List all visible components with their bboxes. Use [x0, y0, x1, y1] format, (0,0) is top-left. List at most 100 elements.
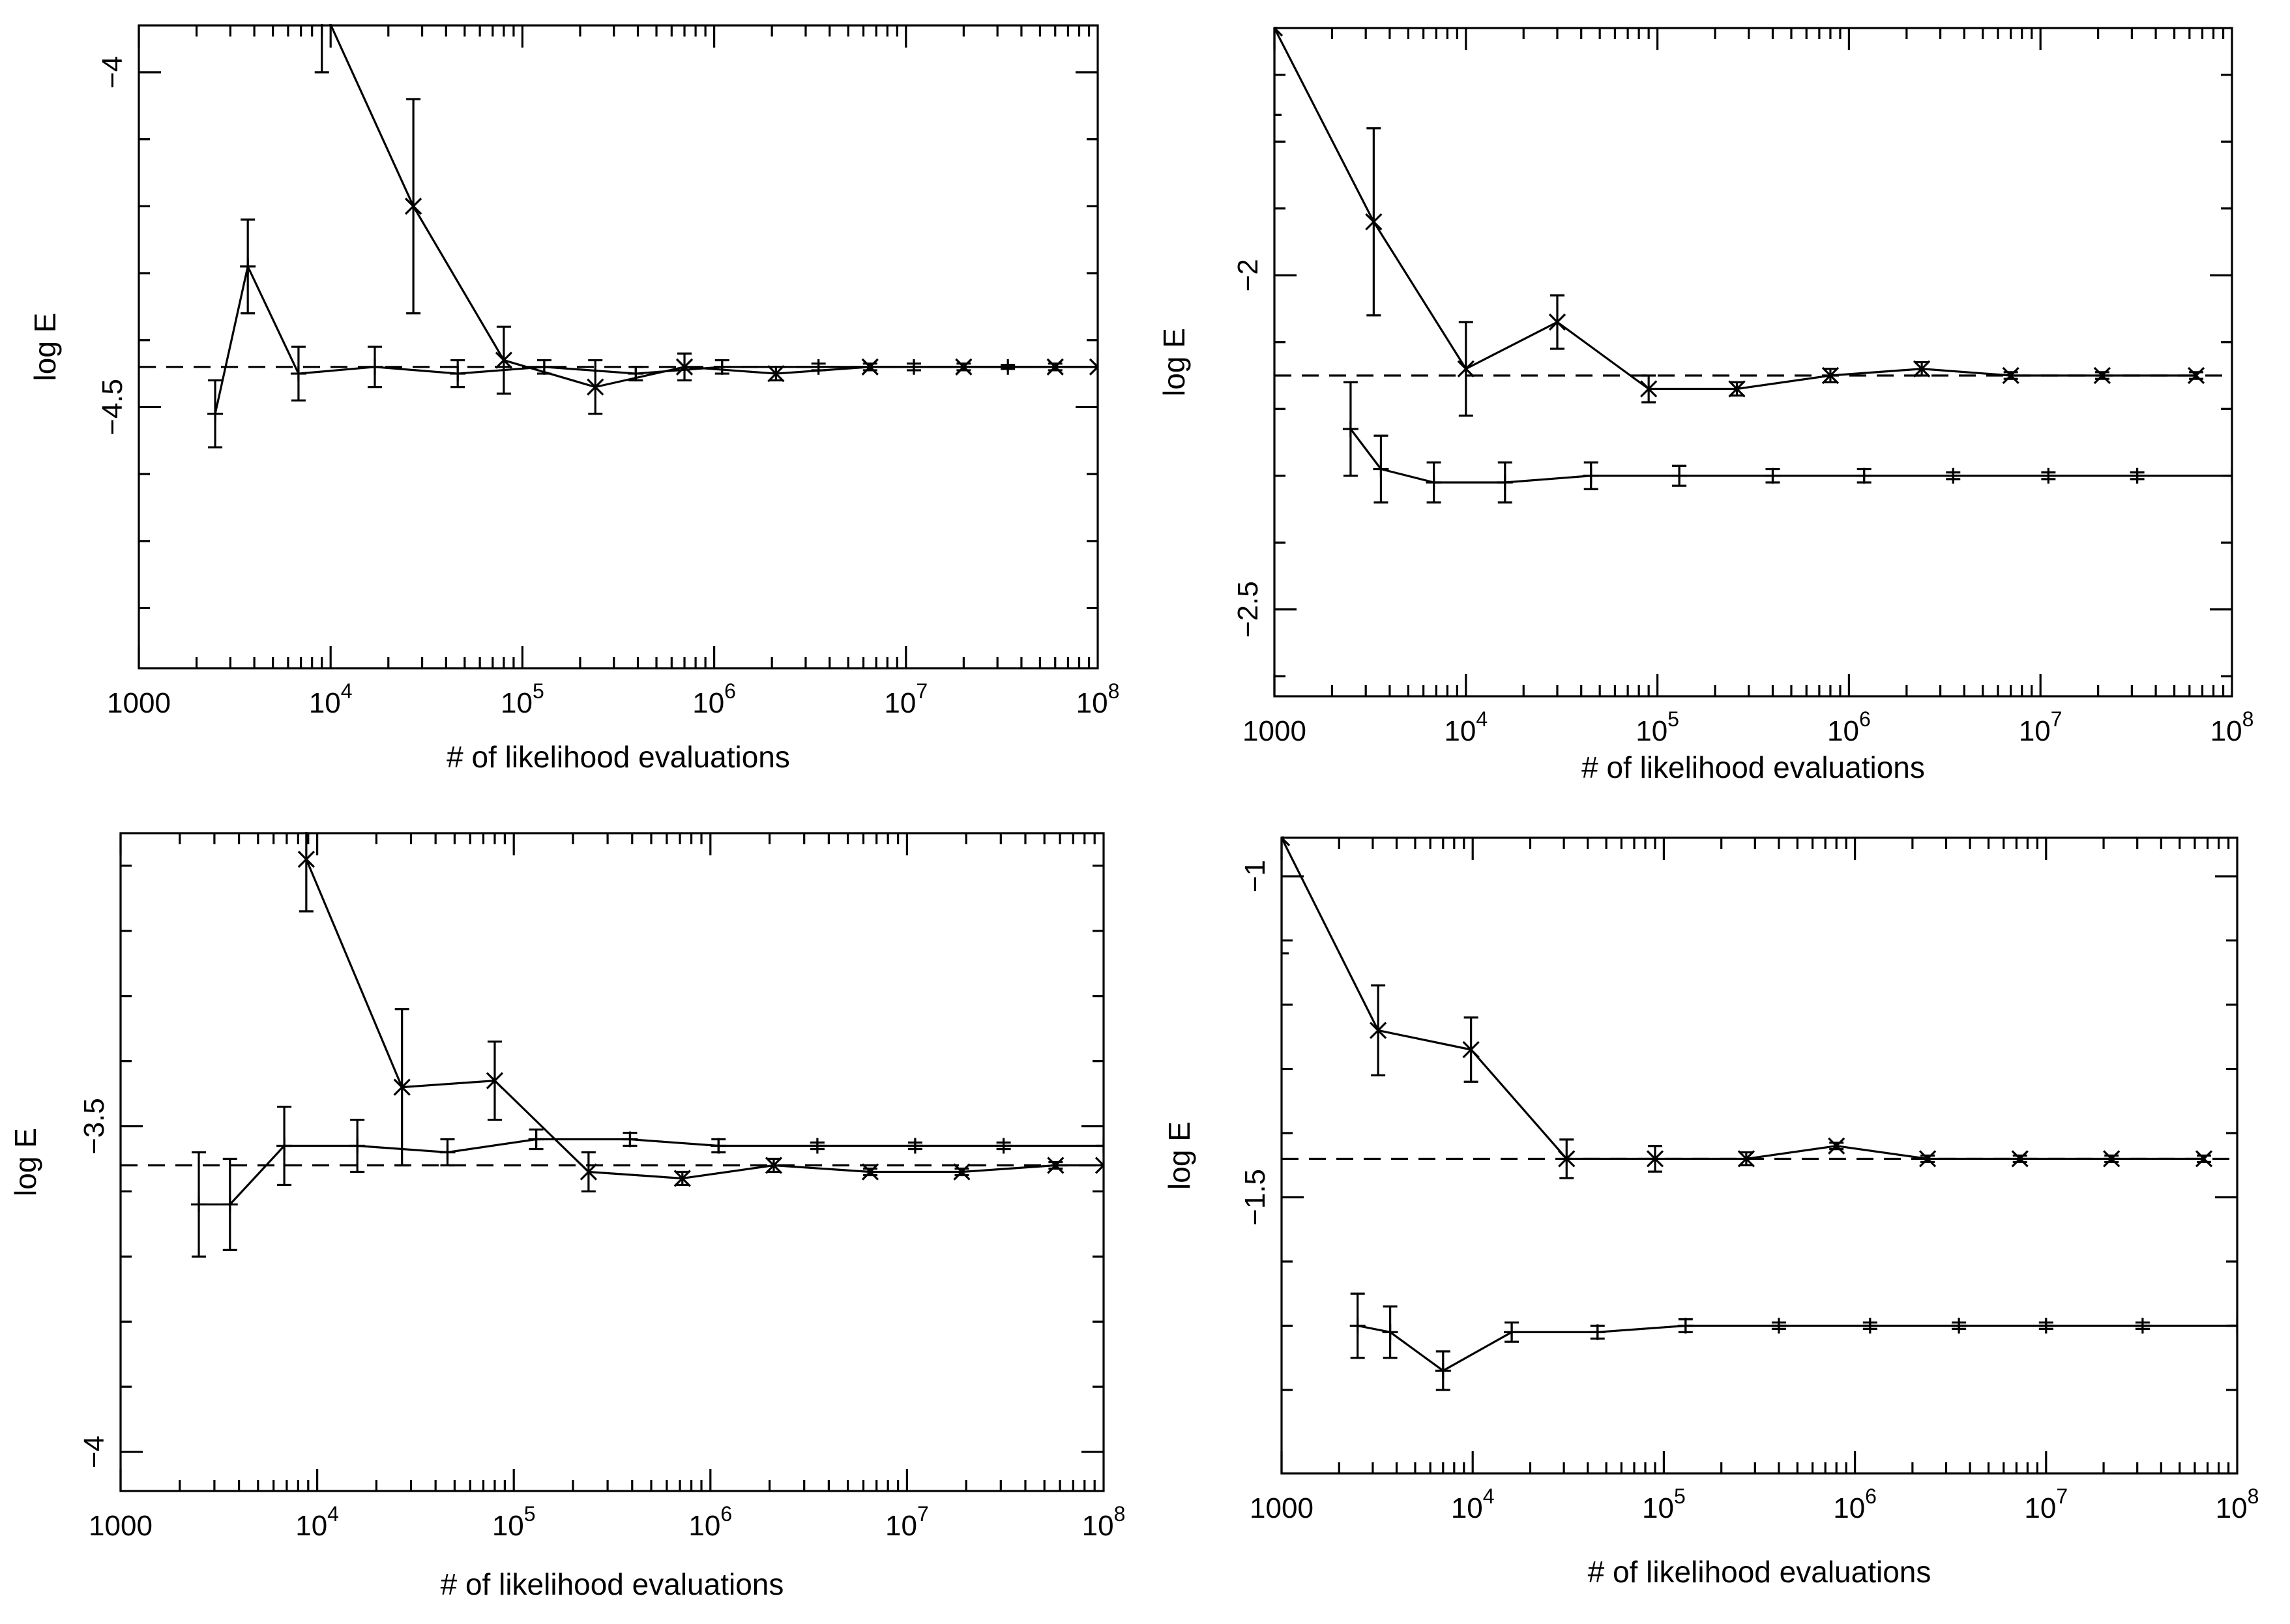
data-point-plus-marker [1671, 464, 1688, 487]
x-tick-label-exponent: 5 [533, 679, 544, 703]
data-point-plus-marker [1000, 359, 1016, 375]
data-point-plus-marker [439, 1138, 456, 1167]
x-tick-label: 108 [1082, 1502, 1126, 1542]
data-point-x-marker [1047, 1157, 1064, 1174]
x-tick-label-base: 10 [309, 687, 341, 719]
x-tick-label: 107 [2024, 1484, 2068, 1524]
y-axis-label: log E [1157, 328, 1191, 396]
x-tick-label-base: 10 [1444, 715, 1476, 747]
y-axis-label: log E [1162, 1121, 1196, 1190]
data-point-x-marker [1462, 1016, 1480, 1083]
x-marker [297, 850, 315, 868]
plot-area [1274, 27, 2232, 504]
x-tick-label-exponent: 8 [2248, 1484, 2259, 1508]
x-marker [1365, 213, 1383, 231]
chart-panel-top-left: 1000 104 105 106 107 108−4−4.5# of likelihood… [28, 0, 1120, 774]
x-tick-label-base: 1000 [1242, 715, 1306, 747]
data-point-plus-marker [622, 1131, 638, 1147]
plot-area [139, 0, 1098, 449]
data-point-x-marker [1365, 127, 1383, 317]
x-tick-label: 108 [2210, 707, 2254, 747]
x-tick-label: 108 [1076, 679, 1120, 719]
x-tick-label: 106 [1827, 707, 1871, 747]
plot-area [1282, 836, 2237, 1391]
y-tick-label: −3.5 [78, 1098, 110, 1155]
y-axis-label: log E [8, 1128, 42, 1196]
data-point-plus-marker [2134, 1318, 2151, 1334]
x-marker [1640, 380, 1658, 398]
y-tick-label: −4 [78, 1436, 110, 1468]
x-marker [393, 1078, 411, 1096]
x-tick-label: 107 [884, 679, 928, 719]
data-point-x-marker [2195, 1150, 2213, 1168]
data-point-x-marker [1369, 984, 1387, 1076]
data-point-x-marker [1821, 366, 1840, 385]
x-tick-label: 1000 [1242, 715, 1306, 747]
x-marker [404, 198, 422, 215]
data-point-plus-marker [349, 1118, 366, 1174]
x-tick-label: 1000 [107, 687, 171, 719]
data-point-x-marker [1737, 1150, 1755, 1168]
x-marker [2093, 366, 2111, 385]
data-point-x-marker [2103, 1150, 2121, 1168]
y-tick-label: −2 [1232, 259, 1264, 291]
data-point-plus-marker [2224, 467, 2232, 484]
data-point-x-marker [1548, 294, 1566, 350]
x-tick-label: 1000 [1250, 1492, 1314, 1524]
x-tick-label: 107 [2019, 707, 2062, 747]
x-marker [1728, 380, 1746, 398]
x-tick-label-exponent: 6 [1865, 1484, 1877, 1508]
x-tick-label-exponent: 6 [724, 679, 736, 703]
data-point-x-marker [1728, 380, 1746, 398]
data-point-plus-marker [711, 1138, 727, 1154]
x-tick-label-exponent: 5 [1674, 1484, 1686, 1508]
x-tick-label-base: 10 [885, 1510, 917, 1542]
x-marker [2011, 1150, 2029, 1168]
x-marker [1646, 1150, 1664, 1168]
x-tick-label-exponent: 4 [327, 1502, 339, 1526]
data-point-plus-marker [1497, 461, 1513, 504]
x-tick-label-exponent: 4 [1476, 707, 1488, 731]
x-marker [1558, 1150, 1576, 1168]
x-marker [2103, 1150, 2121, 1168]
data-point-x-marker [314, 0, 330, 74]
y-tick-label: −4 [96, 56, 128, 89]
x-axis-label: # of likelihood evaluations [1588, 1555, 1931, 1589]
data-point-plus-marker [1862, 1318, 1878, 1334]
data-point-plus-marker [276, 1105, 293, 1187]
x-tick-label-base: 10 [501, 687, 533, 719]
x-tick-label: 108 [2216, 1484, 2259, 1524]
series-line-plus-marker [1349, 428, 2232, 484]
series-line-plus-marker [214, 265, 1098, 415]
x-marker [314, 0, 330, 13]
plot-frame [1273, 27, 2233, 698]
data-point-plus-marker [1589, 1324, 1606, 1340]
x-tick-label-base: 10 [2024, 1492, 2056, 1524]
x-marker [587, 378, 604, 396]
x-marker [2002, 366, 2019, 385]
data-point-plus-marker [628, 366, 644, 382]
x-marker [1913, 360, 1931, 377]
data-point-x-marker [861, 1163, 879, 1181]
x-marker [1282, 836, 1291, 847]
x-marker [1821, 366, 1840, 385]
x-marker [953, 1163, 971, 1181]
x-marker [675, 358, 694, 376]
x-marker [1094, 1164, 1104, 1174]
x-marker [1548, 313, 1566, 331]
data-point-x-marker [2002, 366, 2019, 385]
data-point-plus-marker [450, 359, 466, 389]
series-line-x-marker [1282, 837, 2205, 1160]
data-point-x-marker [486, 1041, 504, 1121]
x-tick-label: 104 [1444, 707, 1488, 747]
x-axis-label: # of likelihood evaluations [447, 740, 790, 774]
x-marker [1047, 1157, 1064, 1174]
data-point-plus-marker [536, 359, 552, 375]
x-marker [767, 364, 785, 383]
x-tick-label-base: 1000 [1250, 1492, 1314, 1524]
x-tick-label-base: 10 [688, 1510, 720, 1542]
x-tick-label: 106 [688, 1502, 732, 1542]
x-marker [1089, 365, 1098, 376]
x-marker [314, 0, 330, 13]
